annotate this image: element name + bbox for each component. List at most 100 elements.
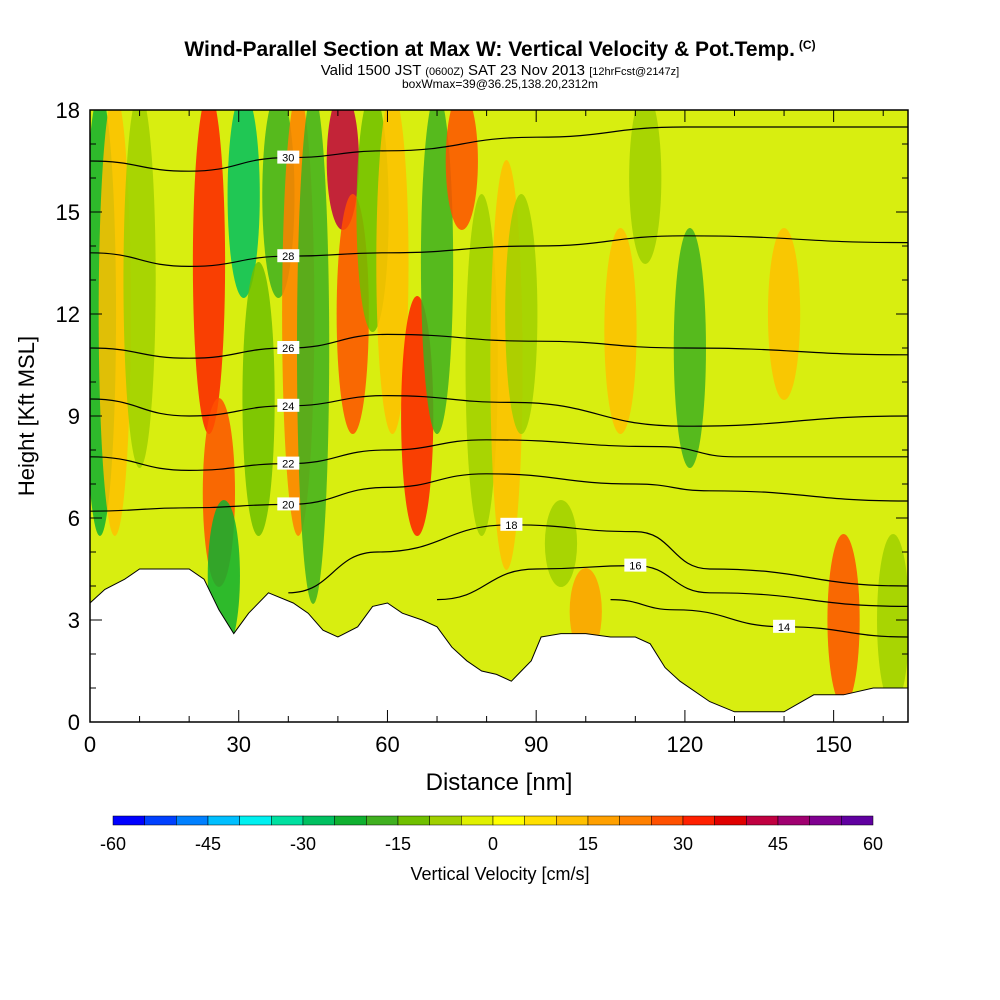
velocity-plume-23 — [604, 228, 637, 434]
isentrope-26 — [90, 333, 908, 359]
colorbar-swatch — [334, 815, 367, 826]
colorbar-swatch — [239, 815, 272, 826]
x-tick-label: 0 — [84, 732, 96, 757]
velocity-plume-16 — [420, 110, 454, 434]
x-tick-label: 60 — [375, 732, 399, 757]
colorbar-label: Vertical Velocity [cm/s] — [410, 864, 589, 884]
colorbar-swatch — [176, 815, 209, 826]
colorbar-swatch — [492, 815, 525, 826]
colorbar-tick-label: 45 — [768, 834, 788, 854]
subtitle-valid: Valid 1500 JST — [320, 62, 422, 79]
x-tick-label: 30 — [226, 732, 250, 757]
colorbar-swatch — [207, 815, 240, 826]
subtitle-date: SAT 23 Nov 2013 — [467, 62, 586, 79]
x-tick-label: 150 — [815, 732, 852, 757]
y-tick-label: 0 — [68, 710, 80, 735]
isentrope-18 — [288, 524, 908, 594]
isentrope-14 — [610, 599, 908, 638]
title-text: Wind-Parallel Section at Max W: Vertical… — [184, 38, 795, 61]
colorbar-swatch — [651, 815, 684, 826]
colorbar-swatch — [682, 815, 715, 826]
subtitle-utc: (0600Z) — [425, 66, 464, 78]
isentrope-label-30: 30 — [282, 153, 294, 165]
colorbar: -60 -45 -30 -15 0 15 30 45 60 Vertical Velocity [… — [100, 815, 883, 884]
y-tick-label: 3 — [68, 608, 80, 633]
isentrope-28 — [90, 235, 908, 268]
velocity-plume-18 — [465, 194, 498, 536]
colorbar-swatch — [144, 815, 177, 826]
velocity-plume-28 — [877, 534, 908, 706]
isentrope-30 — [90, 126, 908, 172]
isentrope-label-22: 22 — [282, 459, 294, 471]
velocity-plume-26 — [767, 228, 801, 400]
colorbar-tick-label: -15 — [385, 834, 411, 854]
chart-subtitle: Valid 1500 JST (0600Z) SAT 23 Nov 2013 [… — [0, 62, 1000, 79]
isentropes — [90, 126, 908, 638]
isentrope-label-bg — [277, 398, 300, 412]
isentrope-label-bg — [277, 341, 300, 354]
colorbar-swatch — [271, 815, 304, 826]
colorbar-swatch — [714, 815, 747, 826]
colorbar-swatch — [112, 815, 145, 826]
y-tick-label: 9 — [68, 404, 80, 429]
isentrope-labels: 14 16 18 20 22 24 26 28 30 — [277, 150, 796, 634]
isentrope-label-bg — [277, 456, 300, 470]
chart-subtitle-2: boxWmax=39@36.25,138.20,2312m — [402, 77, 598, 91]
title-unit: (C) — [798, 38, 816, 52]
colorbar-swatch — [366, 815, 399, 826]
isentrope-label-28: 28 — [282, 251, 294, 263]
velocity-plume-20 — [505, 194, 538, 434]
isentrope-label-bg — [773, 619, 796, 633]
isentrope-label-bg — [500, 517, 523, 531]
velocity-plume-17 — [445, 110, 478, 230]
colorbar-tick-label: 60 — [863, 834, 883, 854]
colorbar-tick-label: 30 — [673, 834, 693, 854]
velocity-plume-1 — [98, 110, 131, 536]
colorbar-tick-label: 15 — [578, 834, 598, 854]
isentrope-label-18: 18 — [505, 520, 517, 532]
y-tick-label: 15 — [56, 200, 80, 225]
colorbar-swatch — [746, 815, 779, 826]
velocity-plume-27 — [827, 534, 860, 706]
colorbar-swatch — [556, 815, 589, 826]
velocity-plume-21 — [544, 500, 578, 587]
isentrope-20 — [90, 473, 908, 512]
isentrope-label-26: 26 — [282, 343, 294, 355]
velocity-plume-24 — [629, 110, 662, 264]
isentrope-24 — [90, 394, 908, 427]
velocity-plume-2 — [123, 110, 156, 468]
colorbar-swatch — [809, 815, 842, 826]
isentrope-label-bg — [277, 497, 300, 511]
colorbar-tick-label: -60 — [100, 834, 126, 854]
chart-title: Wind-Parallel Section at Max W: Vertical… — [0, 38, 1000, 62]
isentrope-label-bg — [277, 249, 300, 263]
colorbar-swatch — [461, 815, 494, 826]
colorbar-swatch — [302, 815, 335, 826]
y-axis-label: Height [Kft MSL] — [14, 336, 39, 496]
colorbar-swatch — [524, 815, 557, 826]
isentrope-label-bg — [277, 150, 300, 164]
y-tick-label: 12 — [56, 302, 80, 327]
colorbar-swatch — [429, 815, 462, 826]
isentrope-label-bg — [624, 558, 647, 572]
colorbar-tick-label: 0 — [488, 834, 498, 854]
x-tick-label: 90 — [524, 732, 548, 757]
colorbar-swatch — [777, 815, 810, 826]
colorbar-tick-label: -30 — [290, 834, 316, 854]
velocity-plume-3 — [192, 110, 226, 434]
velocity-field — [90, 110, 908, 706]
velocity-plume-7 — [242, 262, 275, 536]
colorbar-swatch — [619, 815, 652, 826]
isentrope-label-14: 14 — [778, 622, 790, 634]
colorbar-tick-label: -45 — [195, 834, 221, 854]
velocity-plume-10 — [296, 110, 330, 604]
y-tick-label: 18 — [56, 98, 80, 123]
subtitle-forecast: [12hrFcst@2147z] — [589, 66, 680, 78]
velocity-plume-6 — [227, 110, 260, 298]
isentrope-22 — [90, 439, 908, 472]
colorbar-swatch — [587, 815, 620, 826]
colorbar-swatch — [397, 815, 430, 826]
isentrope-label-16: 16 — [629, 561, 641, 573]
x-tick-label: 120 — [667, 732, 704, 757]
